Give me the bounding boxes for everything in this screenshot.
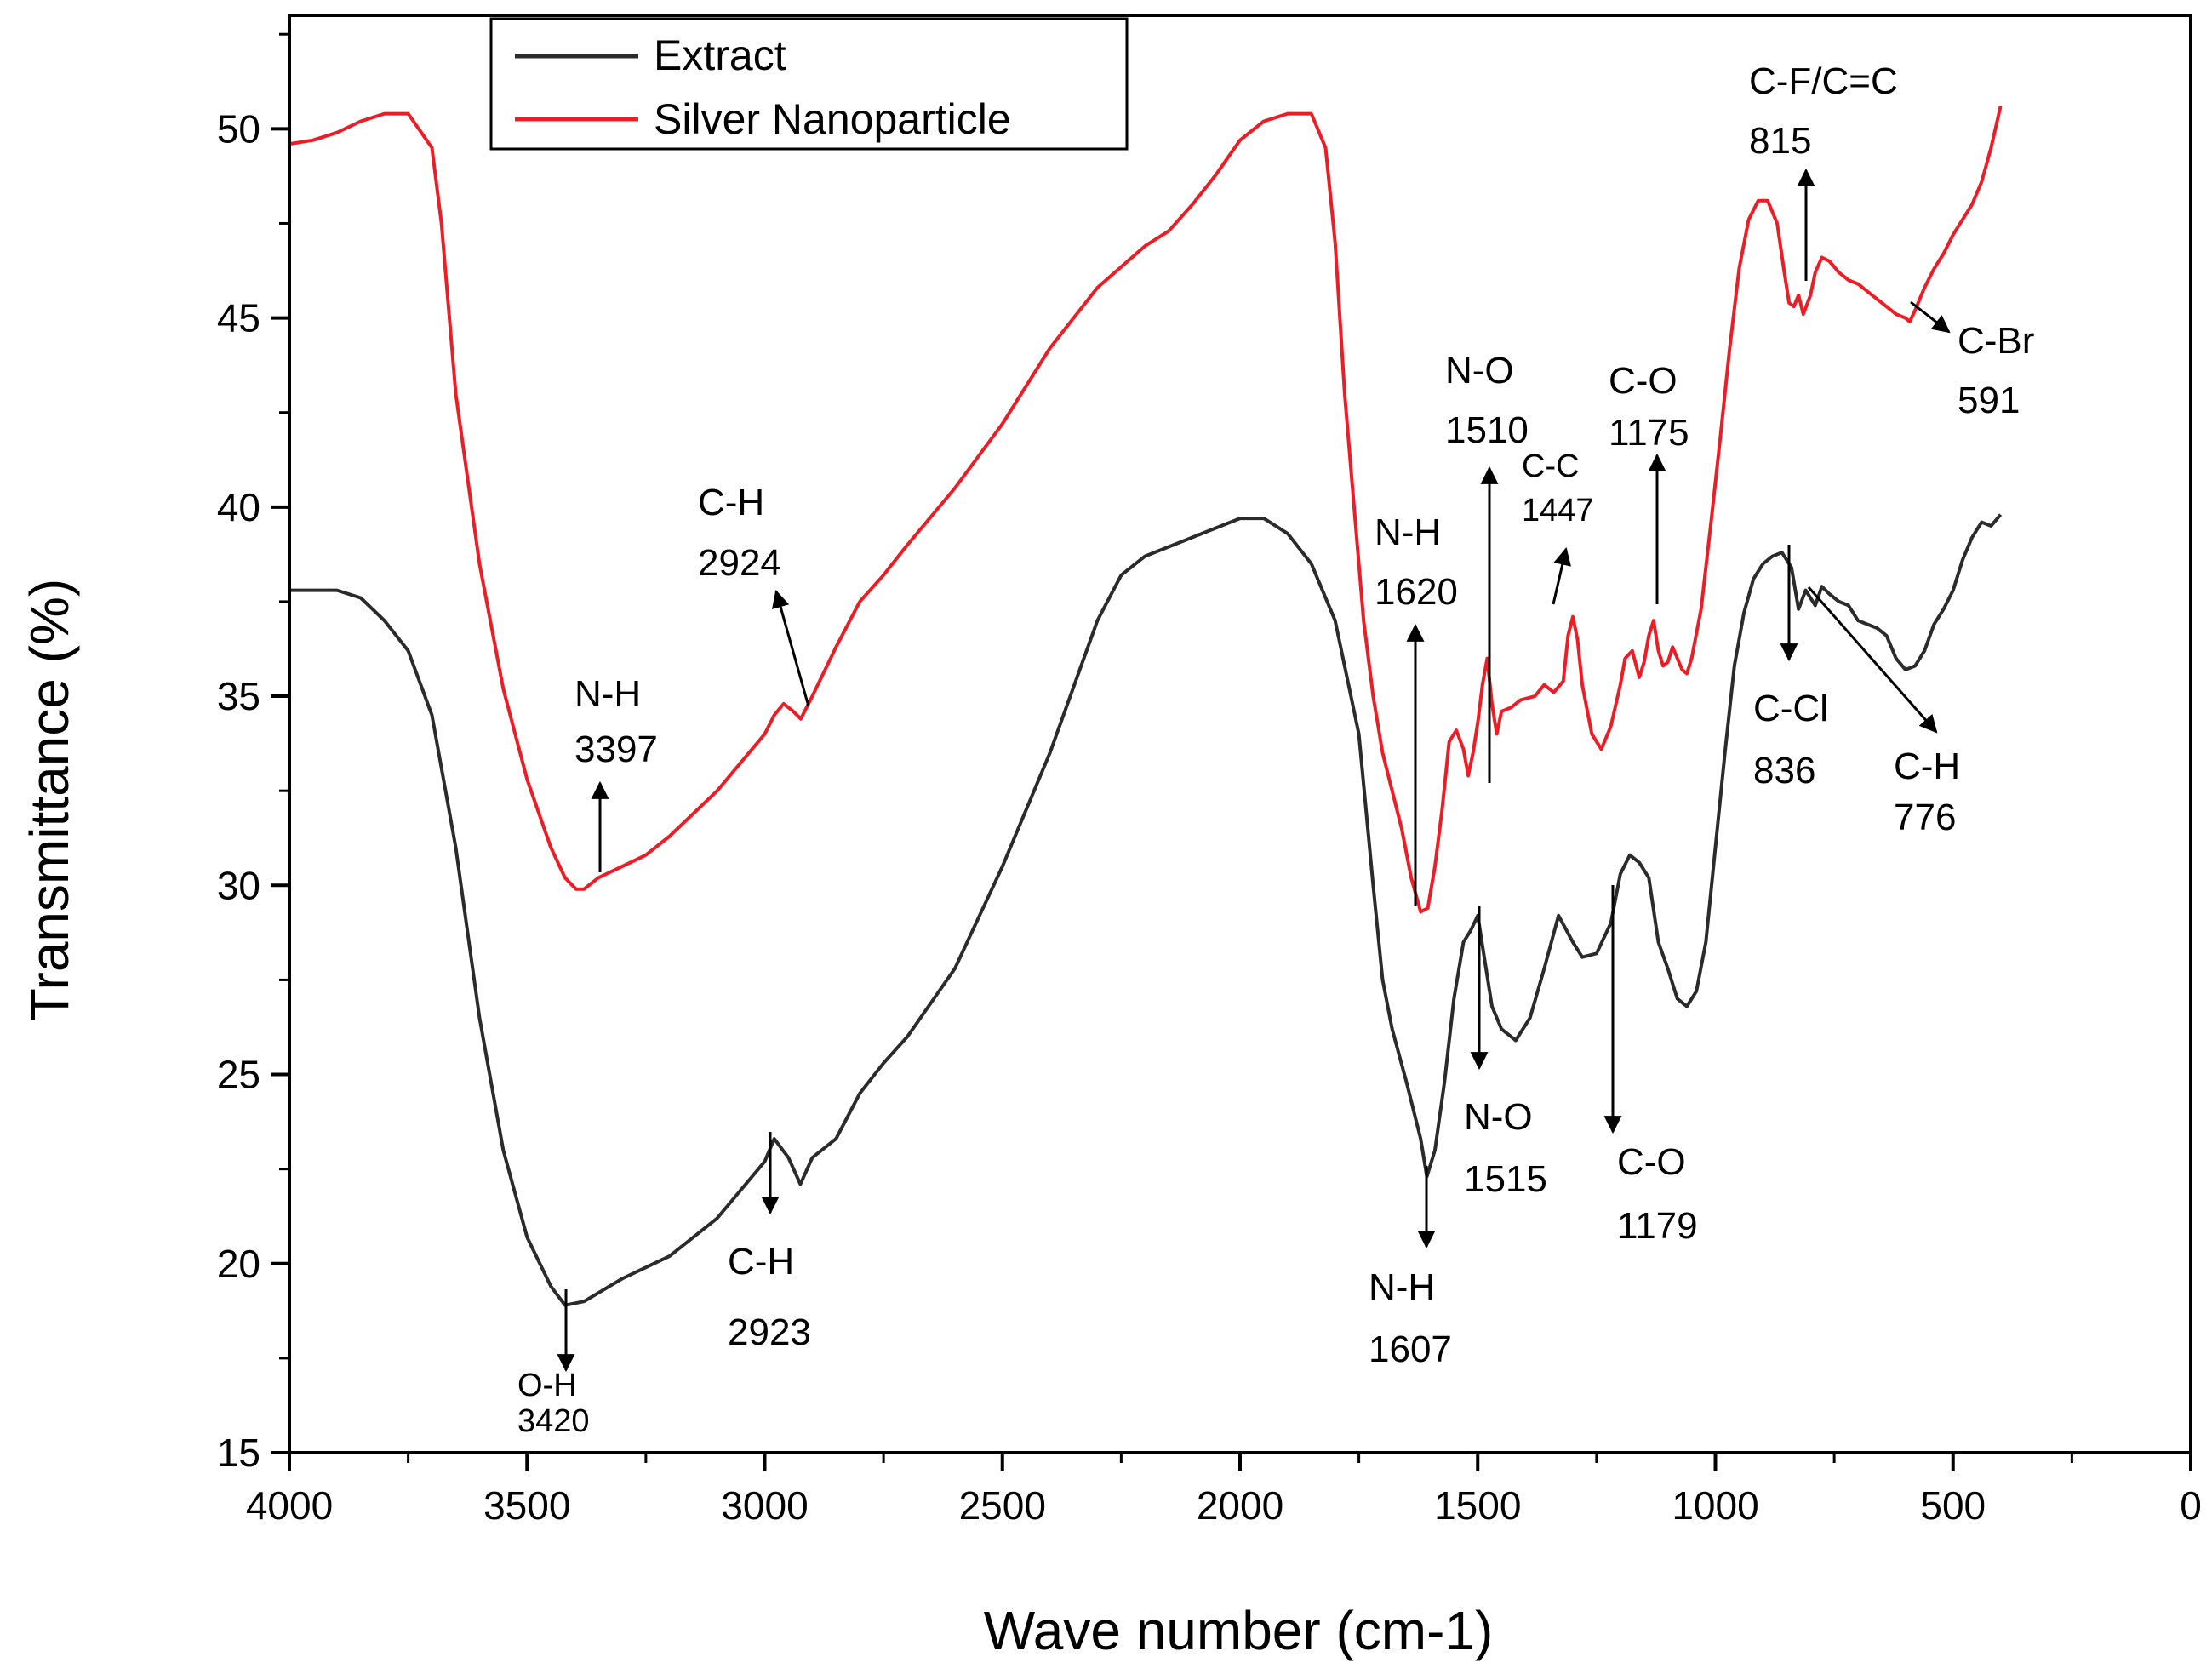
annotation-value: 1515	[1464, 1158, 1547, 1200]
annotation-ag-nh-1620: N-H 1620	[1375, 511, 1458, 906]
annotation-value: 1447	[1522, 493, 1594, 528]
annotation-ext-ccl-836: C-Cl 836	[1753, 545, 1828, 791]
y-tick-label: 15	[217, 1431, 260, 1475]
y-tick-label: 30	[217, 863, 260, 907]
annotation-label: C-F/C=C	[1749, 60, 1898, 102]
y-tick-label: 50	[217, 106, 260, 151]
annotation-label: C-Br	[1958, 320, 2034, 362]
annotation-label: C-O	[1609, 360, 1678, 402]
annotation-label: C-H	[728, 1241, 794, 1283]
annotation-ext-ch-776: C-H 776	[1807, 586, 1960, 838]
legend: Extract Silver Nanoparticle	[489, 17, 1129, 151]
annotation-ag-no-1510: N-O 1510	[1445, 350, 1529, 783]
annotation-label: N-O	[1464, 1096, 1533, 1138]
annotation-value: 815	[1749, 120, 1811, 162]
annotation-value: 836	[1753, 750, 1815, 791]
annotation-arrow	[1910, 300, 1951, 334]
annotation-value: 1179	[1617, 1205, 1698, 1247]
annotation-value: 1620	[1375, 571, 1458, 613]
annotation-arrow	[1552, 546, 1571, 605]
x-tick-label: 1500	[1434, 1483, 1521, 1528]
annotation-ag-co-1175: C-O 1175	[1609, 360, 1689, 604]
annotation-label: C-O	[1617, 1141, 1686, 1183]
annotation-ext-co-1179: C-O 1179	[1603, 885, 1698, 1247]
x-tick-label: 4000	[246, 1483, 333, 1528]
annotation-label: C-H	[698, 482, 764, 523]
x-tick-label: 3000	[721, 1483, 808, 1528]
y-tick-label: 35	[217, 674, 260, 718]
annotation-ag-cbr-591: C-Br 591	[1910, 300, 2034, 421]
annotation-ext-no-1515: N-O 1515	[1464, 906, 1547, 1200]
annotation-label: C-Cl	[1753, 688, 1828, 729]
annotation-value: 3397	[574, 728, 658, 770]
legend-label-extract: Extract	[654, 31, 786, 79]
y-tick-label: 25	[217, 1053, 260, 1097]
annotation-value: 1510	[1445, 409, 1529, 451]
y-tick-label: 40	[217, 485, 260, 529]
annotation-label: N-H	[1369, 1266, 1435, 1308]
annotation-label: N-H	[574, 673, 641, 715]
annotation-value: 2924	[698, 542, 781, 584]
legend-label-silver-nanoparticle: Silver Nanoparticle	[654, 95, 1011, 143]
x-tick-label: 1000	[1672, 1483, 1758, 1528]
annotation-ext-ch-2923: C-H 2923	[728, 1132, 811, 1353]
annotation-value: 3420	[517, 1403, 590, 1439]
annotation-value: 591	[1958, 380, 2020, 421]
annotation-ag-nh-3397: N-H 3397	[574, 673, 658, 872]
series-line-silver-nanoparticle	[289, 106, 2003, 914]
x-axis-label: Wave number (cm-1)	[984, 1600, 1494, 1661]
annotation-arrow	[1807, 586, 1938, 734]
y-tick-label: 20	[217, 1242, 260, 1286]
x-tick-label: 3500	[483, 1483, 570, 1528]
annotation-ag-ch-2924: C-H 2924	[698, 482, 810, 707]
legend-box	[489, 17, 1129, 151]
annotation-ag-cc-1447: C-C 1447	[1522, 448, 1594, 605]
annotation-ag-cf-815: C-F/C=C 815	[1749, 60, 1898, 281]
series-layer	[289, 106, 2003, 1307]
y-axis-label: Transmittance (%)	[19, 579, 80, 1021]
x-tick-label: 2500	[959, 1483, 1046, 1528]
annotation-value: 1175	[1609, 412, 1689, 454]
series-line-extract	[289, 513, 2003, 1307]
annotation-value: 776	[1894, 797, 1956, 838]
axis-ticks: 4000 3500 3000 2500 2000 1500 1000 500 0 15 20 25 30…	[217, 32, 2202, 1528]
annotation-value: 2923	[728, 1311, 811, 1353]
annotation-value: 1607	[1369, 1328, 1452, 1370]
annotation-label: N-H	[1375, 511, 1441, 553]
annotation-label: N-O	[1445, 350, 1514, 391]
annotation-label: O-H	[517, 1368, 577, 1403]
annotation-label: C-H	[1894, 746, 1960, 787]
x-tick-label: 2000	[1197, 1483, 1283, 1528]
annotation-label: C-C	[1522, 448, 1580, 484]
x-tick-label: 500	[1920, 1483, 1986, 1528]
annotation-arrow	[772, 589, 810, 707]
y-tick-label: 45	[217, 296, 260, 340]
x-tick-label: 0	[2180, 1483, 2202, 1528]
annotation-ext-nh-1607: N-H 1607	[1369, 1166, 1452, 1370]
